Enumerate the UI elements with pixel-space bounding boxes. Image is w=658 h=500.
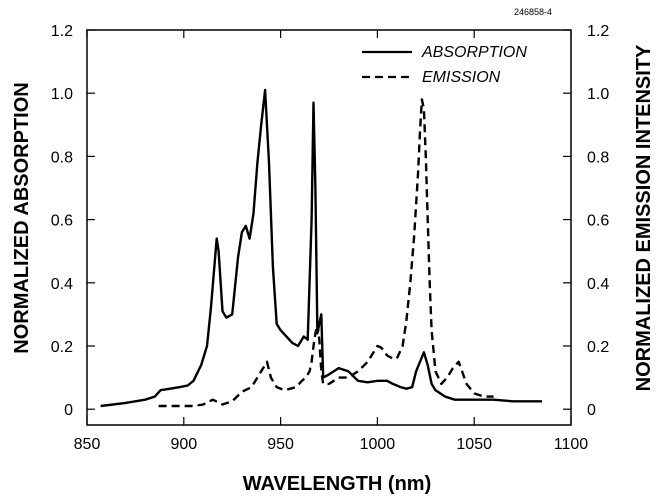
y-tick-label: 1.2: [51, 23, 73, 40]
legend-emission-label: EMISSION: [422, 69, 501, 86]
x-tick-label: 950: [267, 436, 294, 453]
plot-border: [86, 29, 572, 426]
y-tick-label: 0.6: [51, 213, 73, 230]
series-absorption-line: [100, 88, 542, 408]
x-tick-label: 900: [170, 436, 197, 453]
y2-tick-label: 0.4: [587, 276, 609, 293]
y2-tick-label: 1.2: [587, 23, 609, 40]
y-axis-title: NORMALIZED ABSORPTION: [11, 82, 33, 353]
legend: ABSORPTION EMISSION: [362, 44, 527, 86]
y-tick-label: 0: [64, 402, 73, 419]
y-tick-label: 0.8: [51, 149, 73, 166]
figure-id: 246858-4: [514, 7, 552, 17]
series-emission-line: [158, 98, 494, 408]
y2-tick-label: 0: [587, 402, 596, 419]
x-axis-title: WAVELENGTH (nm): [243, 473, 432, 495]
legend-absorption-label: ABSORPTION: [421, 44, 527, 61]
y-tick-label: 0.4: [51, 276, 73, 293]
y2-tick-label: 0.8: [587, 149, 609, 166]
x-tick-label: 1050: [456, 436, 492, 453]
y2-tick-label: 0.2: [587, 339, 609, 356]
axis-ticks: 850 900 950 1000 1050 1100 0 0.2 0.4 0.6 0.8 1.0 1.2…: [51, 23, 610, 453]
y2-tick-label: 0.6: [587, 213, 609, 230]
y2-tick-label: 1.0: [587, 86, 609, 103]
series-lines: [100, 88, 542, 408]
x-tick-label: 850: [74, 436, 101, 453]
x-tick-label: 1000: [360, 436, 396, 453]
x-tick-label: 1100: [554, 436, 589, 453]
y2-axis-title: NORMALIZED EMISSION INTENSITY: [633, 44, 655, 391]
plot-frame: [86, 29, 572, 426]
y-tick-label: 1.0: [51, 86, 73, 103]
y-tick-label: 0.2: [51, 339, 73, 356]
